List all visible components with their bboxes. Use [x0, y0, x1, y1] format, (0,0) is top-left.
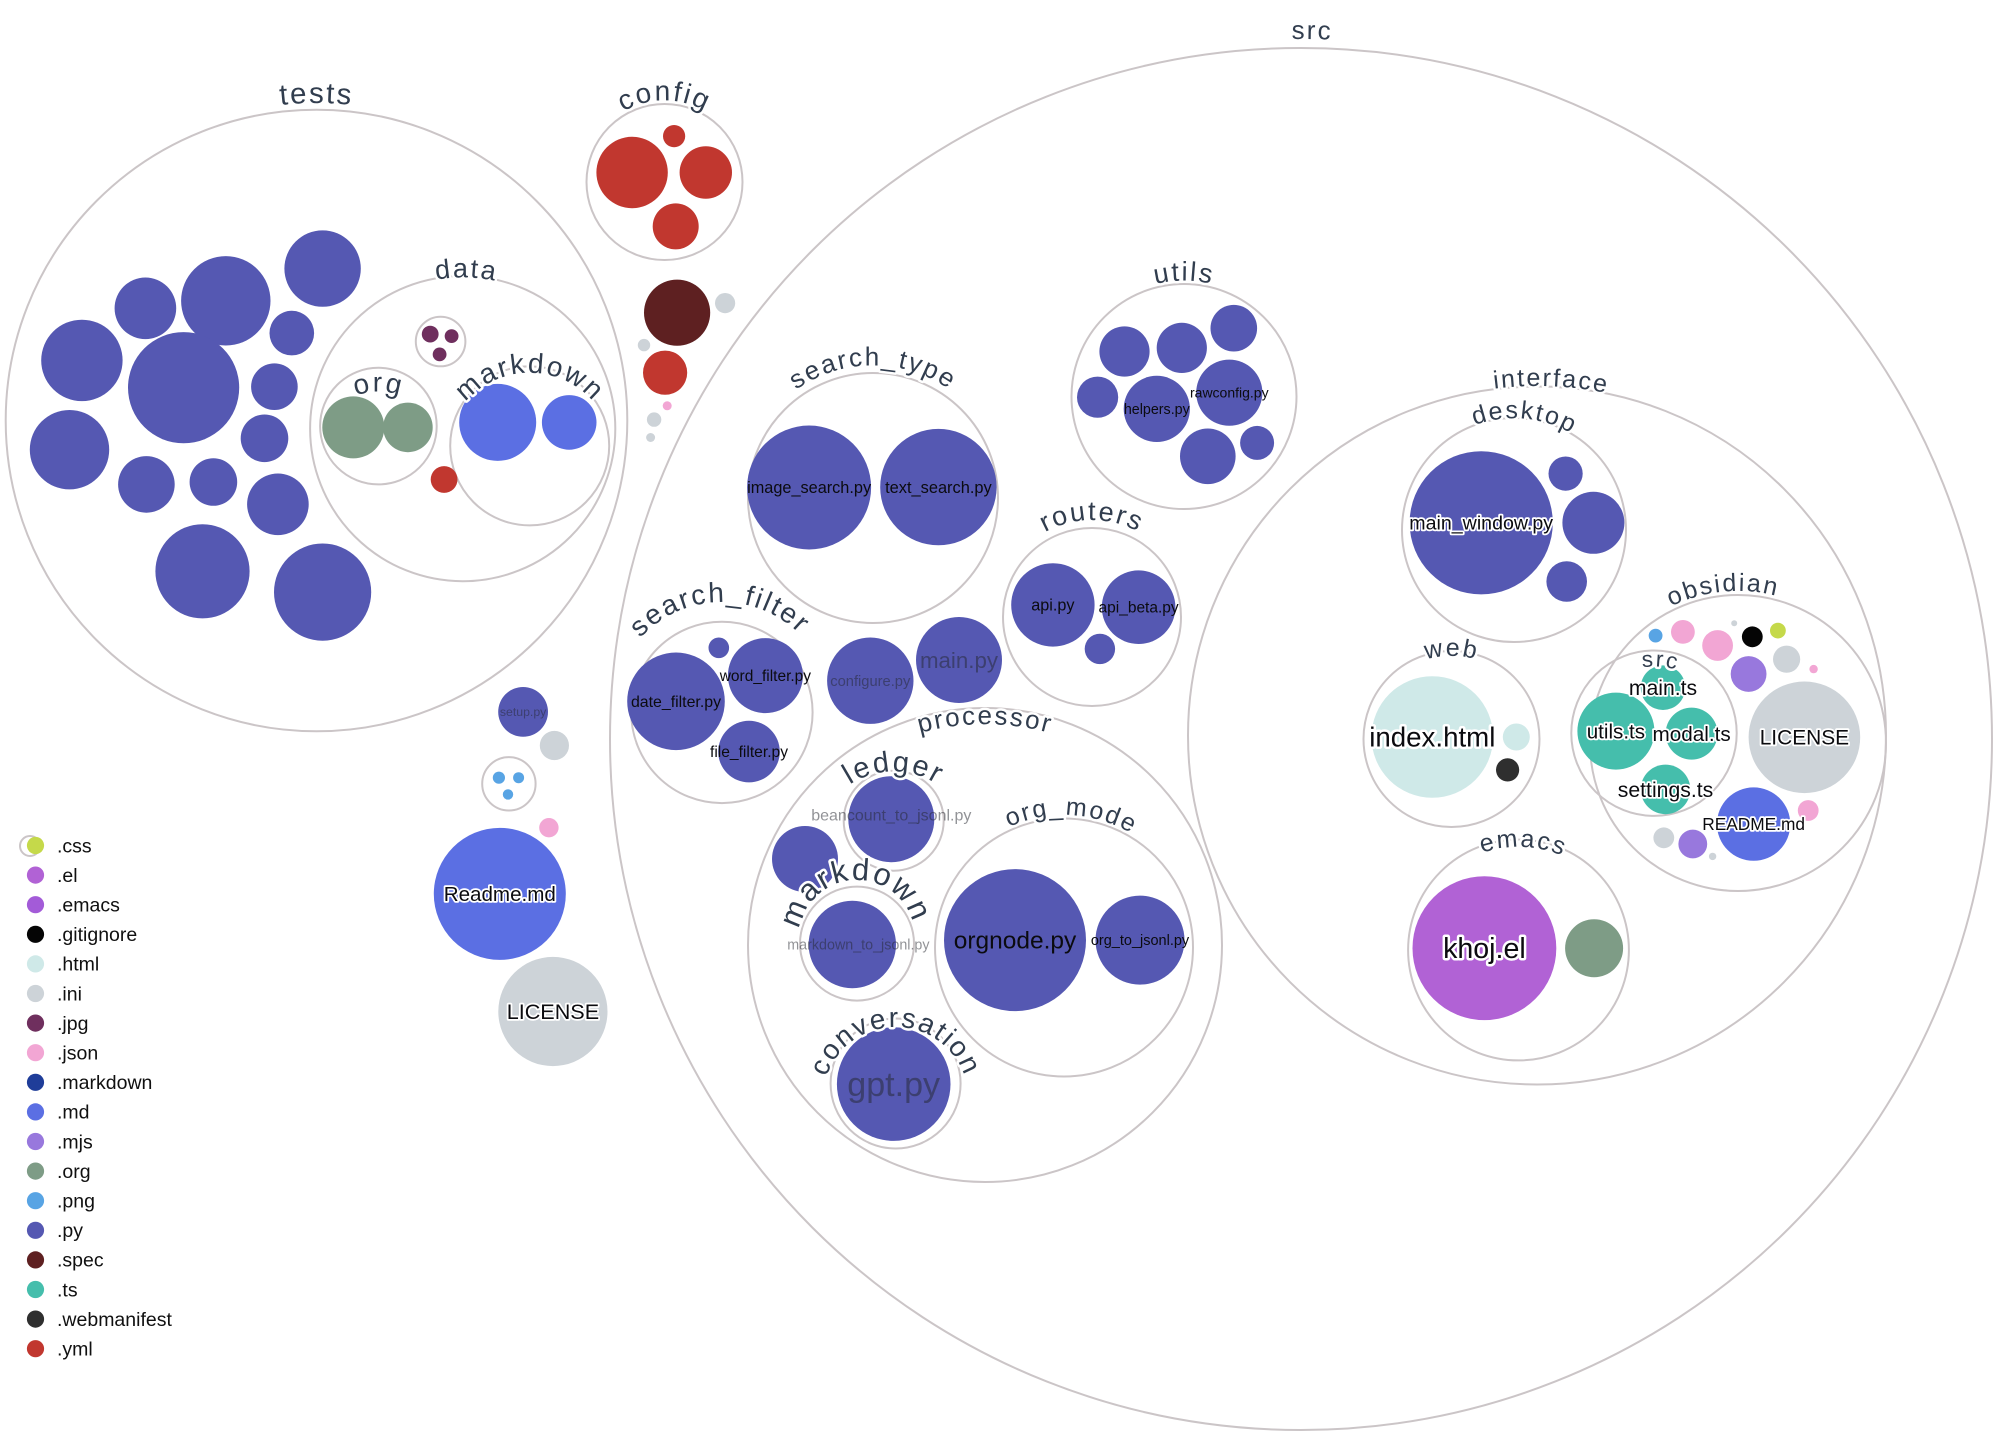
svg-text:.html: .html	[57, 954, 99, 976]
svg-text:.json: .json	[57, 1043, 98, 1065]
svg-text:org: org	[350, 367, 407, 401]
svg-text:LICENSE: LICENSE	[1760, 727, 1849, 750]
svg-text:settings.ts: settings.ts	[1618, 779, 1713, 802]
svg-text:text_search.py: text_search.py	[885, 479, 992, 497]
svg-text:.gitignore: .gitignore	[57, 924, 137, 946]
svg-text:.jpg: .jpg	[57, 1013, 88, 1035]
svg-text:.el: .el	[57, 865, 78, 887]
svg-text:.css: .css	[57, 835, 92, 857]
svg-text:.emacs: .emacs	[57, 895, 120, 917]
svg-text:api.py: api.py	[1031, 597, 1075, 615]
svg-text:.md: .md	[57, 1102, 90, 1124]
svg-text:README.md: README.md	[1702, 814, 1805, 834]
svg-text:file_filter.py: file_filter.py	[710, 744, 788, 761]
svg-text:org_to_jsonl.py: org_to_jsonl.py	[1091, 933, 1190, 949]
svg-text:helpers.py: helpers.py	[1124, 402, 1191, 418]
svg-text:.yml: .yml	[57, 1339, 93, 1361]
svg-text:main.ts: main.ts	[1629, 677, 1697, 700]
svg-text:image_search.py: image_search.py	[747, 479, 872, 497]
svg-text:markdown_to_jsonl.py: markdown_to_jsonl.py	[787, 938, 930, 954]
svg-text:configure.py: configure.py	[830, 674, 911, 690]
svg-text:word_filter.py: word_filter.py	[719, 668, 812, 685]
svg-text:.webmanifest: .webmanifest	[57, 1309, 172, 1331]
svg-text:.py: .py	[57, 1220, 83, 1242]
svg-text:.mjs: .mjs	[57, 1131, 93, 1153]
svg-text:web: web	[1421, 634, 1481, 665]
svg-text:.markdown: .markdown	[57, 1072, 152, 1094]
svg-text:LICENSE: LICENSE	[507, 999, 599, 1024]
svg-text:main.py: main.py	[920, 648, 999, 673]
svg-text:tests: tests	[278, 77, 355, 112]
svg-text:.png: .png	[57, 1191, 95, 1213]
svg-text:routers: routers	[1034, 496, 1149, 538]
svg-text:src: src	[1641, 646, 1682, 674]
svg-text:utils.ts: utils.ts	[1587, 720, 1645, 743]
svg-text:orgnode.py: orgnode.py	[954, 928, 1077, 955]
svg-text:main_window.py: main_window.py	[1409, 513, 1553, 535]
svg-text:khoj.el: khoj.el	[1443, 933, 1526, 965]
svg-text:data: data	[433, 253, 500, 286]
svg-text:src: src	[1292, 15, 1334, 46]
svg-text:modal.ts: modal.ts	[1653, 723, 1731, 746]
svg-text:.org: .org	[57, 1161, 91, 1183]
svg-text:beancount_to_jsonl.py: beancount_to_jsonl.py	[811, 808, 971, 825]
svg-text:Readme.md: Readme.md	[444, 883, 556, 906]
svg-text:gpt.py: gpt.py	[847, 1066, 940, 1104]
svg-text:.spec: .spec	[57, 1250, 104, 1272]
svg-text:setup.py: setup.py	[500, 705, 547, 719]
svg-text:date_filter.py: date_filter.py	[631, 694, 721, 711]
svg-text:index.html: index.html	[1369, 722, 1495, 753]
svg-text:.ts: .ts	[57, 1279, 78, 1301]
svg-text:.ini: .ini	[57, 983, 82, 1005]
svg-text:utils: utils	[1151, 257, 1217, 290]
svg-text:api_beta.py: api_beta.py	[1099, 600, 1179, 617]
svg-text:rawconfig.py: rawconfig.py	[1190, 385, 1269, 401]
